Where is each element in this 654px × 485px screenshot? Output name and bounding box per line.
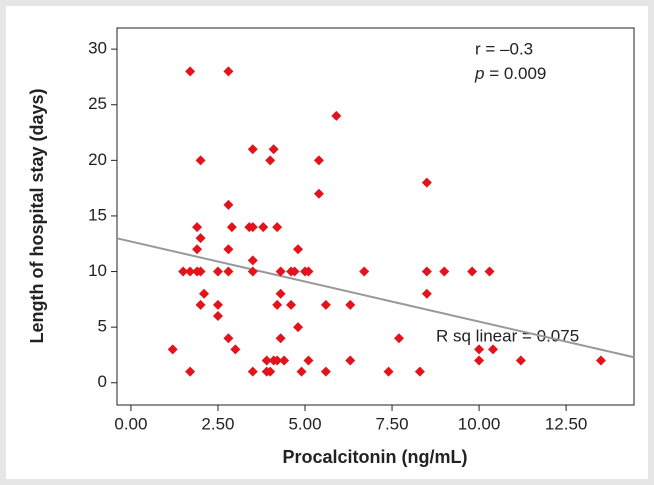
point	[421, 266, 432, 277]
point	[275, 288, 286, 299]
point	[303, 266, 314, 277]
point	[421, 288, 432, 299]
x-tick-label: 10.00	[458, 414, 501, 433]
point	[313, 155, 324, 166]
point	[484, 266, 495, 277]
point	[345, 299, 356, 310]
p-symbol: p	[474, 64, 484, 83]
point	[226, 222, 237, 233]
x-tick-label: 12.50	[545, 414, 588, 433]
point	[223, 266, 234, 277]
point	[247, 144, 258, 155]
point	[265, 155, 276, 166]
annotation-p: p = 0.009	[474, 64, 546, 83]
point	[488, 344, 498, 355]
x-tick-label: 2.50	[201, 414, 234, 433]
point	[258, 222, 269, 233]
y-axis-title: Length of hospital stay (days)	[27, 88, 47, 343]
y-tick-label: 0	[98, 372, 107, 391]
annotation-r: r = –0.3	[475, 39, 533, 58]
point	[414, 366, 425, 377]
point	[199, 288, 210, 299]
point	[223, 333, 234, 344]
point	[474, 355, 485, 366]
point	[223, 66, 234, 77]
plot-area	[116, 27, 635, 406]
point	[293, 244, 304, 255]
point	[195, 155, 206, 166]
point	[359, 266, 370, 277]
point	[296, 366, 307, 377]
point	[272, 355, 283, 366]
point	[439, 266, 450, 277]
point	[279, 355, 290, 366]
fit-line	[116, 237, 635, 359]
point	[223, 199, 234, 210]
x-tick-label: 5.00	[288, 414, 321, 433]
point	[265, 366, 276, 377]
point	[261, 355, 272, 366]
point	[289, 266, 300, 277]
point	[192, 244, 203, 255]
point	[421, 177, 432, 188]
point	[247, 366, 258, 377]
panel	[6, 6, 648, 479]
point	[223, 244, 234, 255]
point	[345, 355, 356, 366]
point	[275, 266, 286, 277]
y-tick-label: 30	[88, 39, 107, 58]
point	[195, 299, 206, 310]
point	[247, 222, 258, 233]
point	[185, 66, 196, 77]
x-tick-label: 0.00	[114, 414, 147, 433]
point	[185, 366, 196, 377]
point	[383, 366, 394, 377]
point	[230, 344, 241, 355]
x-axis-title: Procalcitonin (ng/mL)	[282, 447, 467, 467]
y-tick-label: 5	[98, 317, 107, 336]
point	[275, 333, 286, 344]
point	[212, 311, 223, 322]
point	[320, 366, 331, 377]
point	[286, 299, 297, 310]
point	[595, 355, 606, 366]
annotation-rsq: R sq linear = 0.075	[436, 326, 579, 345]
point	[474, 344, 485, 355]
point	[195, 266, 206, 277]
point	[212, 266, 223, 277]
point	[167, 344, 178, 355]
point	[178, 266, 189, 277]
p-text: = 0.009	[484, 64, 546, 83]
x-tick-label: 7.50	[375, 414, 408, 433]
point	[247, 266, 258, 277]
point	[313, 188, 324, 199]
point	[467, 266, 478, 277]
point	[212, 299, 223, 310]
y-tick-label: 15	[88, 205, 107, 224]
point	[247, 255, 258, 266]
y-tick-label: 10	[88, 261, 107, 280]
point	[303, 355, 314, 366]
point	[331, 110, 342, 121]
point	[394, 333, 404, 344]
point	[272, 222, 283, 233]
y-tick-label: 20	[88, 150, 107, 169]
point	[195, 233, 206, 244]
point	[515, 355, 526, 366]
point	[185, 266, 196, 277]
point	[293, 322, 304, 333]
point	[320, 299, 331, 310]
point	[192, 222, 203, 233]
point	[268, 144, 279, 155]
y-tick-label: 25	[88, 94, 107, 113]
point	[272, 299, 283, 310]
